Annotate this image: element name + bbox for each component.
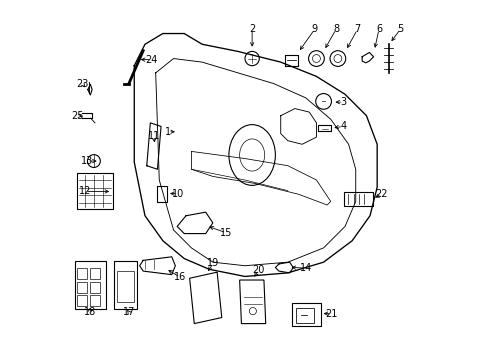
Text: 5: 5 (397, 24, 404, 34)
Text: 25: 25 (71, 111, 83, 121)
Text: 18: 18 (83, 307, 96, 317)
Text: 12: 12 (79, 186, 91, 197)
Text: 7: 7 (354, 24, 361, 34)
Text: 17: 17 (122, 307, 135, 317)
Text: 24: 24 (145, 55, 158, 64)
Text: 11: 11 (148, 131, 160, 141)
Text: 21: 21 (325, 309, 338, 319)
Text: 4: 4 (340, 121, 346, 131)
Text: 2: 2 (249, 24, 255, 34)
Text: 9: 9 (312, 24, 318, 34)
Text: 13: 13 (81, 156, 93, 166)
Text: 3: 3 (340, 97, 346, 107)
Text: 14: 14 (300, 263, 313, 273)
Text: 10: 10 (172, 189, 184, 199)
Text: 1: 1 (165, 127, 172, 137)
Text: 23: 23 (76, 79, 89, 89)
Text: 8: 8 (333, 24, 339, 34)
Text: 19: 19 (207, 258, 220, 268)
Text: 20: 20 (252, 265, 265, 275)
Text: 16: 16 (174, 272, 186, 282)
Text: 22: 22 (375, 189, 388, 199)
Text: 15: 15 (220, 228, 233, 238)
Text: 6: 6 (376, 24, 382, 34)
